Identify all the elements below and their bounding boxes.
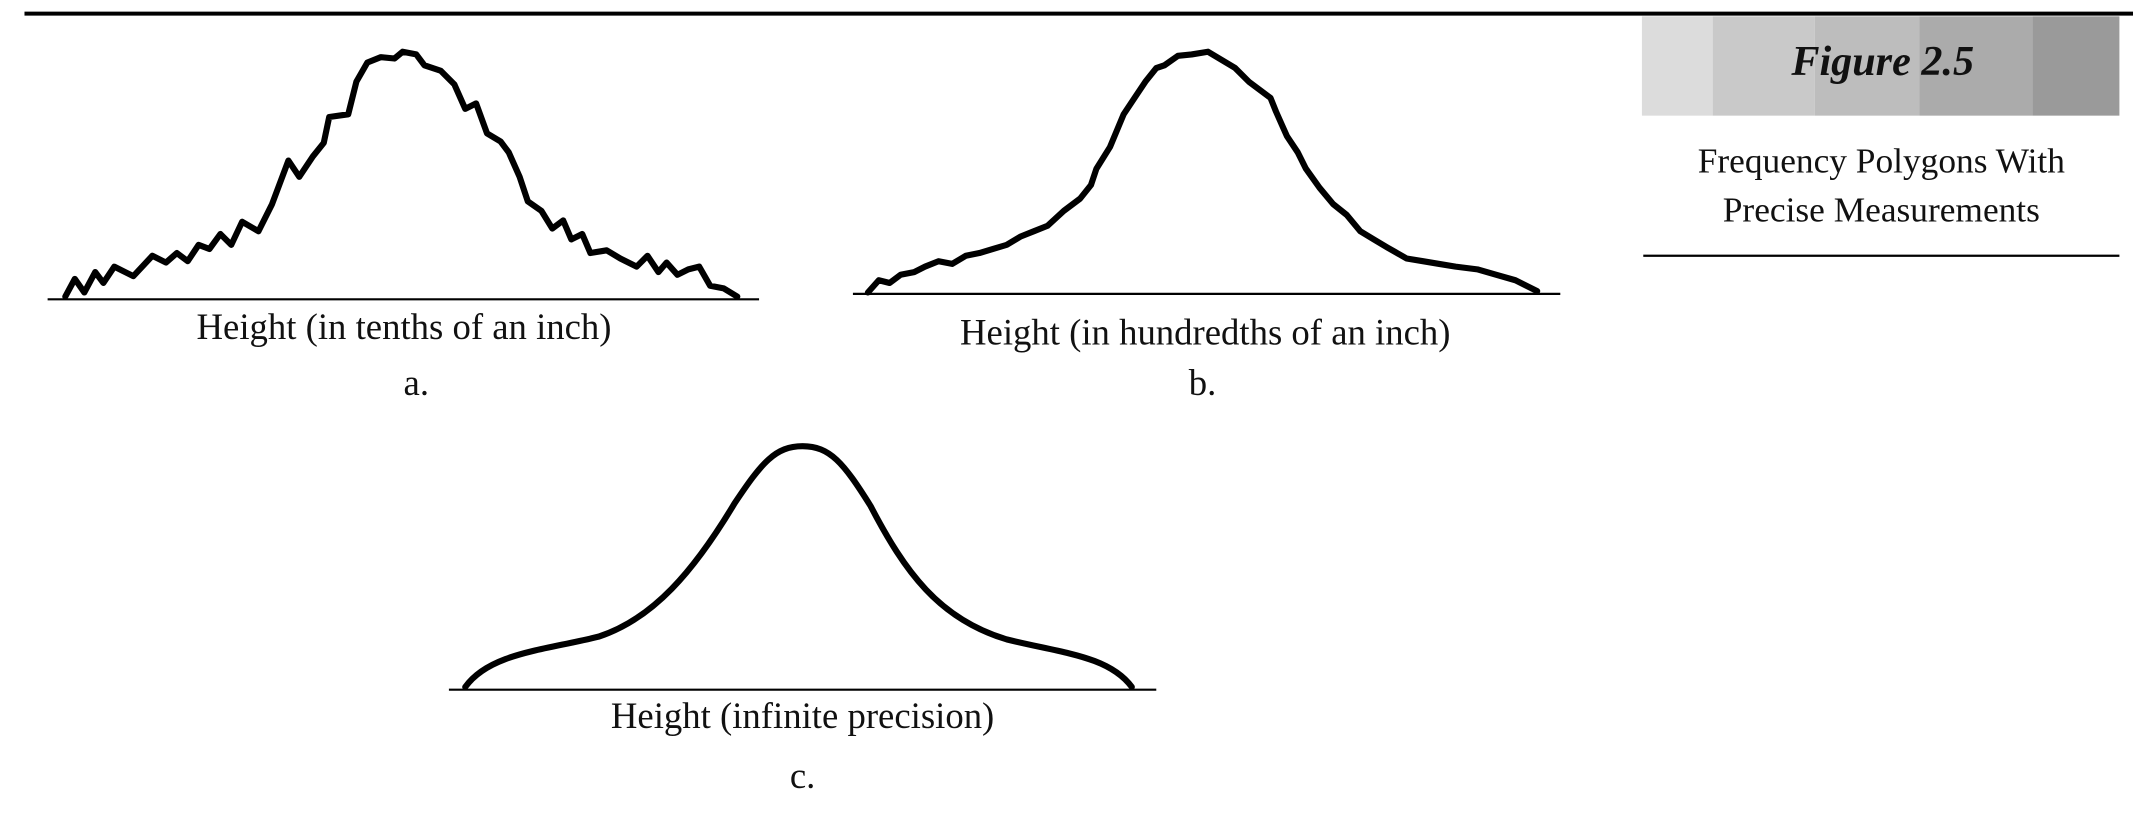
axis-label: Height (in tenths of an inch) (197, 306, 612, 347)
frequency-polygon (62, 48, 741, 300)
panel-letter: a. (404, 362, 429, 403)
smooth-curve (462, 443, 1135, 691)
caption-line: Precise Measurements (1723, 190, 2040, 230)
frequency-polygon (864, 48, 1541, 296)
panel-letter: c. (790, 755, 815, 796)
axis-label: Height (in hundredths of an inch) (960, 311, 1451, 352)
figure-label: Figure 2.5 (1790, 38, 1974, 85)
caption-line: Frequency Polygons With (1698, 141, 2066, 181)
figure-label-box (1641, 16, 2120, 116)
axis-label: Height (infinite precision) (611, 695, 994, 736)
panel-letter: b. (1189, 362, 1217, 403)
